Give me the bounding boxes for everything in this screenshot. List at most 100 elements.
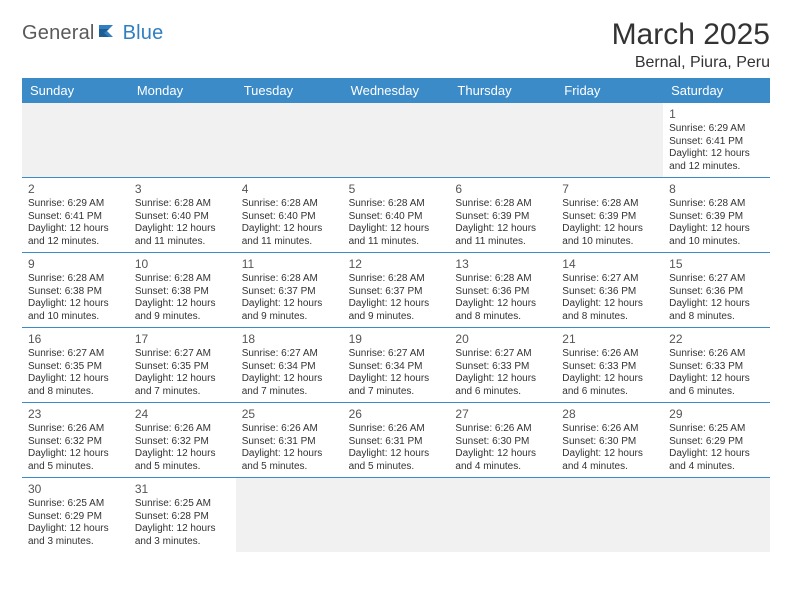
daylight-line: Daylight: 12 hours and 7 minutes. xyxy=(242,373,337,398)
calendar-cell: 1Sunrise: 6:29 AMSunset: 6:41 PMDaylight… xyxy=(663,103,770,177)
calendar-cell-empty xyxy=(343,478,450,552)
daylight-line: Daylight: 12 hours and 9 minutes. xyxy=(135,298,230,323)
calendar-cell: 22Sunrise: 6:26 AMSunset: 6:33 PMDayligh… xyxy=(663,328,770,402)
sunrise-line: Sunrise: 6:26 AM xyxy=(135,423,230,436)
day-number: 27 xyxy=(455,405,550,422)
calendar-cell-empty xyxy=(129,103,236,177)
sunrise-line: Sunrise: 6:28 AM xyxy=(562,198,657,211)
calendar-cell: 21Sunrise: 6:26 AMSunset: 6:33 PMDayligh… xyxy=(556,328,663,402)
daylight-line: Daylight: 12 hours and 12 minutes. xyxy=(28,223,123,248)
logo: General Blue xyxy=(22,22,163,45)
sunrise-line: Sunrise: 6:26 AM xyxy=(349,423,444,436)
daylight-line: Daylight: 12 hours and 9 minutes. xyxy=(242,298,337,323)
daylight-line: Daylight: 12 hours and 5 minutes. xyxy=(242,448,337,473)
daylight-line: Daylight: 12 hours and 10 minutes. xyxy=(562,223,657,248)
day-number: 17 xyxy=(135,330,230,347)
sunset-line: Sunset: 6:37 PM xyxy=(242,286,337,299)
sunrise-line: Sunrise: 6:25 AM xyxy=(135,498,230,511)
calendar-cell: 27Sunrise: 6:26 AMSunset: 6:30 PMDayligh… xyxy=(449,403,556,477)
daylight-line: Daylight: 12 hours and 8 minutes. xyxy=(669,298,764,323)
sunrise-line: Sunrise: 6:27 AM xyxy=(455,348,550,361)
sunset-line: Sunset: 6:38 PM xyxy=(28,286,123,299)
day-number: 11 xyxy=(242,255,337,272)
day-number: 4 xyxy=(242,180,337,197)
calendar-cell: 26Sunrise: 6:26 AMSunset: 6:31 PMDayligh… xyxy=(343,403,450,477)
calendar-cell: 31Sunrise: 6:25 AMSunset: 6:28 PMDayligh… xyxy=(129,478,236,552)
sunset-line: Sunset: 6:33 PM xyxy=(562,361,657,374)
sunrise-line: Sunrise: 6:28 AM xyxy=(135,273,230,286)
sunrise-line: Sunrise: 6:26 AM xyxy=(455,423,550,436)
calendar-cell-empty xyxy=(449,103,556,177)
daylight-line: Daylight: 12 hours and 11 minutes. xyxy=(135,223,230,248)
sunrise-line: Sunrise: 6:27 AM xyxy=(669,273,764,286)
day-number: 1 xyxy=(669,105,764,122)
day-number: 3 xyxy=(135,180,230,197)
sunset-line: Sunset: 6:40 PM xyxy=(349,211,444,224)
sunset-line: Sunset: 6:33 PM xyxy=(669,361,764,374)
sunset-line: Sunset: 6:30 PM xyxy=(562,436,657,449)
calendar-cell: 14Sunrise: 6:27 AMSunset: 6:36 PMDayligh… xyxy=(556,253,663,327)
day-number: 21 xyxy=(562,330,657,347)
sunrise-line: Sunrise: 6:27 AM xyxy=(349,348,444,361)
dow-label: Friday xyxy=(556,78,663,103)
dow-label: Wednesday xyxy=(343,78,450,103)
sunset-line: Sunset: 6:40 PM xyxy=(135,211,230,224)
calendar-cell: 3Sunrise: 6:28 AMSunset: 6:40 PMDaylight… xyxy=(129,178,236,252)
sunset-line: Sunset: 6:32 PM xyxy=(28,436,123,449)
day-number: 30 xyxy=(28,480,123,497)
calendar-body: 1Sunrise: 6:29 AMSunset: 6:41 PMDaylight… xyxy=(22,103,770,552)
sunrise-line: Sunrise: 6:29 AM xyxy=(669,123,764,136)
dow-label: Tuesday xyxy=(236,78,343,103)
sunrise-line: Sunrise: 6:26 AM xyxy=(242,423,337,436)
calendar-week: 2Sunrise: 6:29 AMSunset: 6:41 PMDaylight… xyxy=(22,178,770,253)
dow-label: Saturday xyxy=(663,78,770,103)
sunrise-line: Sunrise: 6:29 AM xyxy=(28,198,123,211)
day-number: 6 xyxy=(455,180,550,197)
daylight-line: Daylight: 12 hours and 7 minutes. xyxy=(135,373,230,398)
sunset-line: Sunset: 6:31 PM xyxy=(349,436,444,449)
sunrise-line: Sunrise: 6:28 AM xyxy=(455,273,550,286)
sunrise-line: Sunrise: 6:25 AM xyxy=(28,498,123,511)
calendar-cell-empty xyxy=(556,478,663,552)
calendar-cell: 29Sunrise: 6:25 AMSunset: 6:29 PMDayligh… xyxy=(663,403,770,477)
calendar-cell: 16Sunrise: 6:27 AMSunset: 6:35 PMDayligh… xyxy=(22,328,129,402)
day-number: 10 xyxy=(135,255,230,272)
calendar-week: 16Sunrise: 6:27 AMSunset: 6:35 PMDayligh… xyxy=(22,328,770,403)
daylight-line: Daylight: 12 hours and 5 minutes. xyxy=(28,448,123,473)
month-title: March 2025 xyxy=(612,18,770,52)
sunrise-line: Sunrise: 6:27 AM xyxy=(135,348,230,361)
day-number: 28 xyxy=(562,405,657,422)
daylight-line: Daylight: 12 hours and 11 minutes. xyxy=(349,223,444,248)
day-number: 7 xyxy=(562,180,657,197)
daylight-line: Daylight: 12 hours and 4 minutes. xyxy=(562,448,657,473)
daylight-line: Daylight: 12 hours and 6 minutes. xyxy=(562,373,657,398)
sunrise-line: Sunrise: 6:26 AM xyxy=(562,423,657,436)
dow-label: Thursday xyxy=(449,78,556,103)
calendar-cell: 2Sunrise: 6:29 AMSunset: 6:41 PMDaylight… xyxy=(22,178,129,252)
day-number: 31 xyxy=(135,480,230,497)
day-number: 9 xyxy=(28,255,123,272)
sunrise-line: Sunrise: 6:25 AM xyxy=(669,423,764,436)
logo-text-general: General xyxy=(22,22,95,45)
day-number: 13 xyxy=(455,255,550,272)
sunset-line: Sunset: 6:39 PM xyxy=(562,211,657,224)
sunset-line: Sunset: 6:38 PM xyxy=(135,286,230,299)
daylight-line: Daylight: 12 hours and 4 minutes. xyxy=(455,448,550,473)
sunset-line: Sunset: 6:39 PM xyxy=(669,211,764,224)
daylight-line: Daylight: 12 hours and 6 minutes. xyxy=(669,373,764,398)
sunset-line: Sunset: 6:40 PM xyxy=(242,211,337,224)
calendar-cell: 15Sunrise: 6:27 AMSunset: 6:36 PMDayligh… xyxy=(663,253,770,327)
calendar-cell: 9Sunrise: 6:28 AMSunset: 6:38 PMDaylight… xyxy=(22,253,129,327)
day-number: 5 xyxy=(349,180,444,197)
day-number: 12 xyxy=(349,255,444,272)
sunset-line: Sunset: 6:35 PM xyxy=(28,361,123,374)
sunset-line: Sunset: 6:34 PM xyxy=(349,361,444,374)
sunset-line: Sunset: 6:36 PM xyxy=(669,286,764,299)
daylight-line: Daylight: 12 hours and 7 minutes. xyxy=(349,373,444,398)
sunset-line: Sunset: 6:29 PM xyxy=(669,436,764,449)
calendar-cell: 23Sunrise: 6:26 AMSunset: 6:32 PMDayligh… xyxy=(22,403,129,477)
sunset-line: Sunset: 6:35 PM xyxy=(135,361,230,374)
day-number: 2 xyxy=(28,180,123,197)
dow-label: Monday xyxy=(129,78,236,103)
calendar-cell: 6Sunrise: 6:28 AMSunset: 6:39 PMDaylight… xyxy=(449,178,556,252)
